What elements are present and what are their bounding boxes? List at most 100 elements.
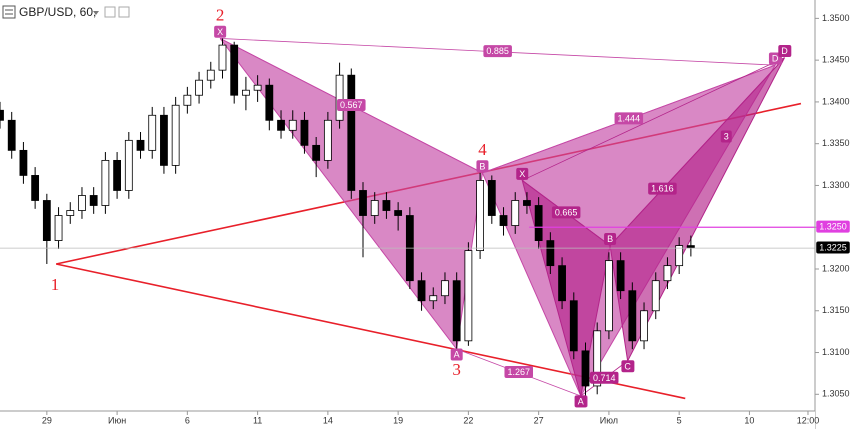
ratio-label-text: 1.616 [651,184,674,194]
candle-body [160,114,168,166]
time-axis-panel [0,411,815,429]
candle-body [42,200,51,241]
candle-body [148,114,157,151]
y-tick-label: 1.3100 [822,347,850,357]
ratio-label: 0.714 [589,371,619,384]
candle-body [265,84,274,121]
candle-body [370,200,379,216]
candle-body [464,250,473,342]
pattern-point-label-text: D [772,54,779,64]
ratio-label-box [337,99,366,112]
candle-body [394,210,403,216]
y-tick-label: 1.3450 [822,55,850,65]
price-label-box [816,220,850,233]
pattern-point-label-text: B [607,234,613,244]
x-tick-label: Июл [600,415,618,425]
pattern-leg [609,57,785,246]
price-label: 1.3250 [816,220,850,233]
wave-label: 3 [452,360,461,379]
x-tick-label: 12:00 [797,415,820,425]
pattern-point-label-box [778,45,792,58]
candle-body [523,200,531,206]
price-axis-panel [815,0,850,429]
candle-body [359,190,367,216]
candle-body [242,89,250,96]
candle-body [534,205,543,241]
pattern-point-label-text: B [479,161,485,171]
ratio-label-text: 0.714 [593,373,616,383]
ratio-label: 1.444 [614,112,644,125]
x-tick-label: 6 [185,415,190,425]
ratio-label-box [589,371,619,384]
candle-body [546,240,555,267]
candle-body [593,330,602,387]
pattern-point-label: D [778,45,792,58]
pattern-point-label-box [214,25,227,38]
candle-body [569,300,578,352]
ratio-label: 0.665 [551,206,581,219]
candle-body [300,119,309,146]
pattern-point-label: B [604,232,617,245]
x-tick-label: 19 [393,415,403,425]
ratio-label-text: 1.267 [507,367,530,377]
x-tick-label: 22 [463,415,473,425]
candle-body [487,180,496,216]
price-label-text: 1.3250 [819,222,847,232]
candle-body [441,280,449,297]
ratio-label-box [504,365,534,378]
pattern-note-box [720,130,732,143]
price-label: 1.3225 [816,241,850,254]
candle-body [101,159,110,206]
pattern-point-label: C [621,360,635,373]
candle-body [89,195,98,206]
ratio-label-box [614,112,644,125]
ratio-label-text: 0.665 [555,207,578,217]
pattern-point-label-text: D [781,46,788,56]
candle-body [312,144,321,161]
x-tick-label: 27 [534,415,544,425]
ratio-label-box [483,45,512,58]
pattern-point-label: X [214,25,227,38]
wave-label: 4 [478,140,487,159]
candle-body [616,260,625,292]
pattern-point-label-box [476,160,489,173]
candle-body [429,295,438,302]
candle-body [417,280,426,302]
candle-body [663,265,672,282]
icon-button[interactable] [104,6,116,18]
ratio-label-box [551,206,581,219]
x-tick-label: 14 [323,415,333,425]
wave-label: 1 [51,275,60,294]
y-tick-label: 1.3050 [822,389,850,399]
dropdown-arrow[interactable] [93,11,99,15]
candle-body [7,119,16,151]
pattern-point-label-box [604,232,617,245]
pattern-leg [522,57,785,181]
candle-body [288,119,297,131]
candle-body [19,149,28,176]
y-tick-label: 1.3350 [822,138,850,148]
ratio-label-text: 1.444 [618,113,641,123]
ratio-label-text: 0.567 [340,100,363,110]
pattern-note: 3 [720,130,732,143]
candle-body [581,350,590,387]
x-tick-label: Июн [108,415,126,425]
candle-body [31,175,40,201]
candle-body [347,74,356,191]
pattern-point-label-text: X [519,169,525,179]
pattern-point-label: A [450,348,463,361]
candle-body [253,84,262,91]
pattern-point-label-box [516,167,529,180]
ratio-label: 1.267 [504,365,534,378]
pattern-point-label: A [574,395,587,408]
candle-body [113,159,121,191]
menu-icon[interactable] [2,5,16,19]
candle-body [452,280,461,342]
icon-button[interactable] [118,6,130,18]
candle-body [277,119,285,131]
candle-body [78,195,86,211]
candle-body [124,139,133,191]
price-label-box [816,241,850,254]
ratio-label: 0.885 [483,45,512,58]
pattern-point-label-box [574,395,587,408]
